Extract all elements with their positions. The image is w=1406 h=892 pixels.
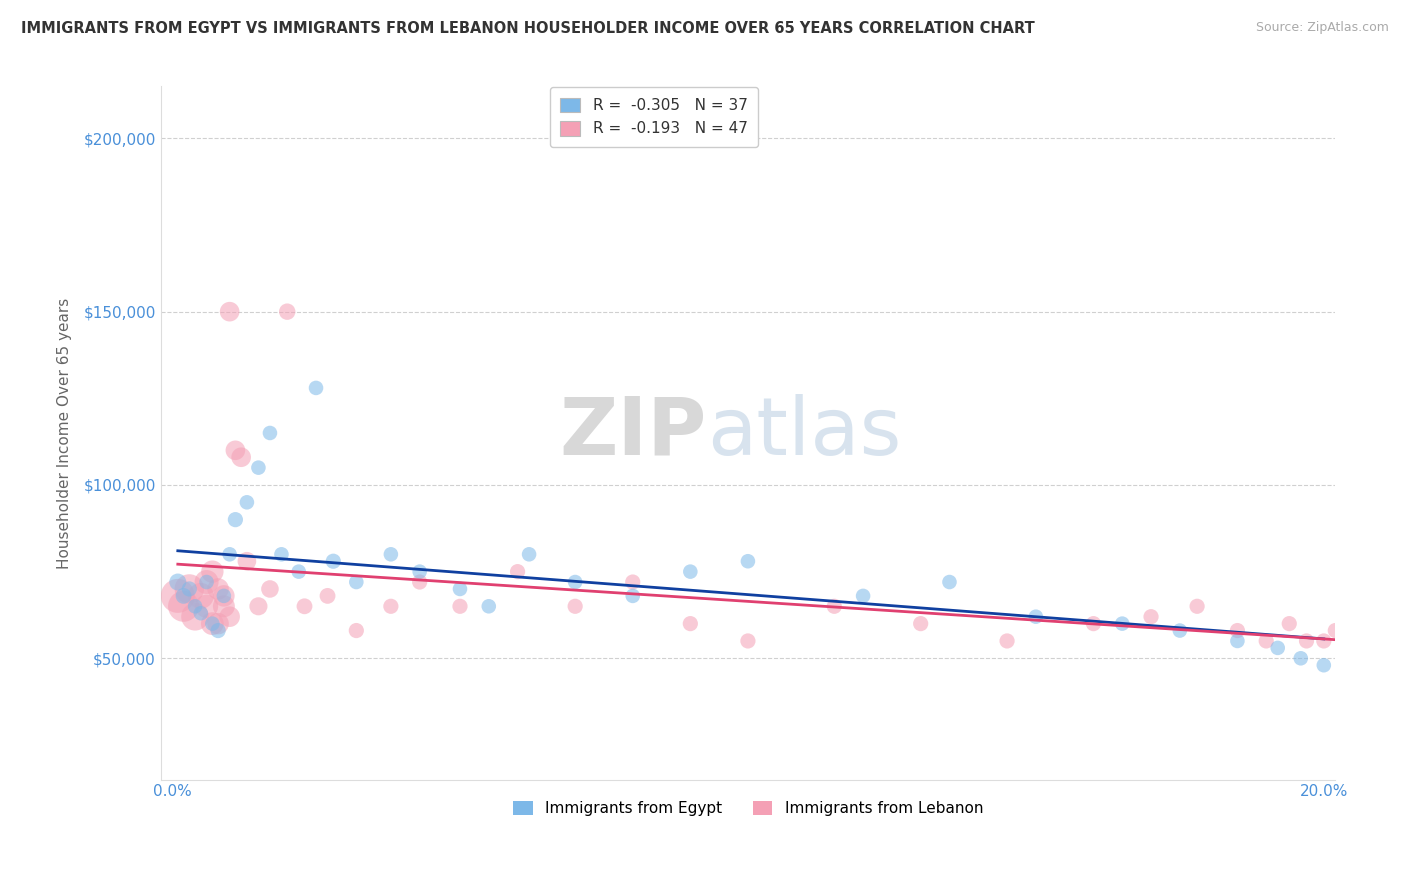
Point	[195, 575, 218, 590]
Point	[823, 599, 845, 614]
Point	[679, 616, 702, 631]
Point	[207, 582, 229, 596]
Point	[1358, 634, 1381, 648]
Point	[201, 565, 224, 579]
Point	[1226, 634, 1249, 648]
Point	[408, 575, 430, 590]
Point	[218, 609, 240, 624]
Point	[564, 575, 586, 590]
Point	[380, 599, 402, 614]
Point	[166, 575, 188, 590]
Point	[212, 589, 235, 603]
Point	[276, 304, 298, 318]
Text: atlas: atlas	[707, 394, 901, 472]
Point	[449, 599, 471, 614]
Point	[224, 443, 246, 458]
Point	[1336, 634, 1358, 648]
Point	[179, 582, 201, 596]
Point	[212, 599, 235, 614]
Y-axis label: Householder Income Over 65 years: Householder Income Over 65 years	[58, 297, 72, 568]
Point	[1256, 634, 1278, 648]
Point	[517, 547, 540, 561]
Point	[231, 450, 253, 465]
Point	[207, 624, 229, 638]
Point	[1278, 616, 1301, 631]
Point	[236, 495, 259, 509]
Point	[1083, 616, 1105, 631]
Point	[506, 565, 529, 579]
Point	[852, 589, 875, 603]
Point	[305, 381, 328, 395]
Point	[1313, 634, 1336, 648]
Point	[1226, 624, 1249, 638]
Point	[316, 589, 339, 603]
Point	[201, 616, 224, 631]
Point	[190, 606, 212, 620]
Point	[179, 582, 201, 596]
Point	[910, 616, 932, 631]
Point	[679, 565, 702, 579]
Text: IMMIGRANTS FROM EGYPT VS IMMIGRANTS FROM LEBANON HOUSEHOLDER INCOME OVER 65 YEAR: IMMIGRANTS FROM EGYPT VS IMMIGRANTS FROM…	[21, 21, 1035, 36]
Point	[190, 589, 212, 603]
Point	[408, 565, 430, 579]
Point	[1185, 599, 1208, 614]
Point	[259, 582, 281, 596]
Point	[247, 460, 270, 475]
Point	[195, 575, 218, 590]
Point	[287, 565, 309, 579]
Point	[737, 554, 759, 568]
Point	[218, 304, 240, 318]
Point	[173, 589, 195, 603]
Point	[995, 634, 1018, 648]
Point	[478, 599, 501, 614]
Point	[259, 425, 281, 440]
Point	[166, 589, 188, 603]
Legend: Immigrants from Egypt, Immigrants from Lebanon: Immigrants from Egypt, Immigrants from L…	[505, 793, 991, 824]
Point	[449, 582, 471, 596]
Point	[1347, 634, 1369, 648]
Point	[247, 599, 270, 614]
Point	[1111, 616, 1133, 631]
Point	[1025, 609, 1047, 624]
Point	[212, 589, 235, 603]
Point	[621, 589, 644, 603]
Point	[224, 513, 246, 527]
Point	[218, 547, 240, 561]
Point	[322, 554, 344, 568]
Point	[737, 634, 759, 648]
Point	[344, 575, 367, 590]
Point	[195, 599, 218, 614]
Point	[564, 599, 586, 614]
Point	[184, 609, 207, 624]
Point	[344, 624, 367, 638]
Point	[173, 599, 195, 614]
Point	[201, 616, 224, 631]
Point	[380, 547, 402, 561]
Point	[1324, 624, 1347, 638]
Point	[1289, 651, 1312, 665]
Text: Source: ZipAtlas.com: Source: ZipAtlas.com	[1256, 21, 1389, 34]
Point	[207, 616, 229, 631]
Point	[1313, 658, 1336, 673]
Point	[270, 547, 292, 561]
Text: ZIP: ZIP	[560, 394, 707, 472]
Point	[184, 599, 207, 614]
Point	[1267, 640, 1289, 655]
Point	[1295, 634, 1317, 648]
Point	[294, 599, 316, 614]
Point	[236, 554, 259, 568]
Point	[1140, 609, 1163, 624]
Point	[1168, 624, 1191, 638]
Point	[938, 575, 960, 590]
Point	[621, 575, 644, 590]
